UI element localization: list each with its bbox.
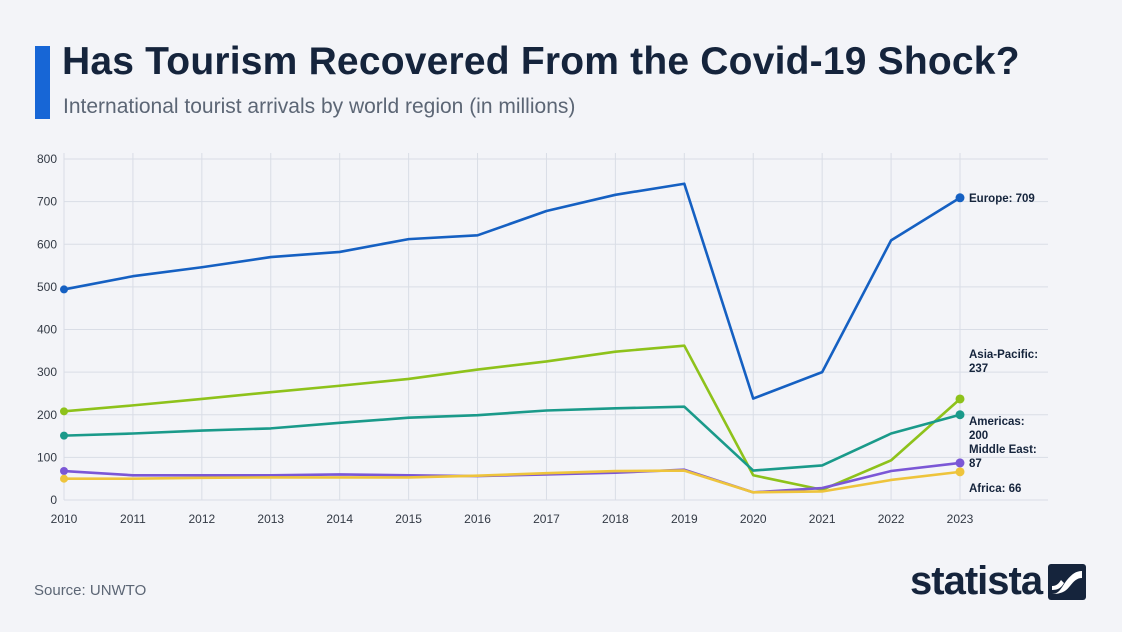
statista-logo[interactable]: statista [910, 559, 1087, 604]
chart-subtitle: International tourist arrivals by world … [63, 95, 576, 118]
end-label-line: Asia-Pacific: [969, 349, 1038, 361]
x-tick-label: 2019 [671, 512, 698, 526]
series-end-point-americas [955, 410, 965, 420]
series-line-africa [62, 469, 962, 494]
end-label-line: Middle East: [969, 444, 1037, 456]
end-label-europe: Europe: 709 [969, 193, 1035, 205]
series-start-point-americas [60, 431, 68, 440]
series-start-point-europe [60, 285, 68, 294]
series-end-point-asia-pacific [955, 394, 965, 404]
end-label-line: Europe: 709 [969, 193, 1035, 205]
series-end-point-middle-east [955, 458, 965, 468]
statista-wordmark: statista [910, 559, 1043, 603]
series-layer [60, 182, 965, 494]
x-tick-label: 2013 [257, 512, 284, 526]
y-tick-label: 100 [37, 450, 57, 464]
x-tick-label: 2016 [464, 512, 491, 526]
end-label-americas: Americas: 200 [969, 416, 1025, 442]
statista-logo-icon [1048, 563, 1087, 600]
y-tick-label: 600 [37, 237, 57, 251]
x-tick-label: 2011 [120, 512, 146, 526]
x-tick-label: 2018 [602, 512, 629, 526]
end-label-line: Americas: [969, 416, 1025, 428]
x-tick-label: 2017 [533, 512, 560, 526]
x-tick-label: 2014 [326, 512, 353, 526]
x-tick-label: 2023 [947, 512, 974, 526]
end-label-line: Africa: 66 [969, 483, 1021, 495]
title-accent-bar [35, 46, 50, 119]
series-start-point-middle-east [60, 467, 68, 476]
end-label-middle-east: Middle East: 87 [969, 444, 1037, 470]
end-label-asia-pacific: Asia-Pacific: 237 [969, 349, 1038, 375]
y-tick-label: 700 [37, 195, 57, 209]
x-tick-label: 2020 [740, 512, 767, 526]
x-tick-label: 2010 [51, 512, 78, 526]
series-start-point-africa [60, 474, 68, 483]
y-tick-label: 200 [37, 408, 57, 422]
series-start-point-asia-pacific [60, 407, 68, 416]
y-tick-label: 300 [37, 365, 57, 379]
end-label-line: 200 [969, 430, 988, 442]
x-tick-label: 2022 [878, 512, 905, 526]
series-end-point-europe [955, 193, 965, 203]
axis-layer: 0 100 200 300 400 500 600 700 800 2010 2011 2012 201… [37, 152, 974, 526]
y-tick-label: 400 [37, 323, 57, 337]
end-label-line: 237 [969, 363, 988, 375]
x-tick-label: 2015 [395, 512, 422, 526]
x-tick-label: 2021 [809, 512, 836, 526]
series-line-americas [62, 405, 962, 472]
y-tick-label: 500 [37, 280, 57, 294]
x-tick-label: 2012 [188, 512, 215, 526]
series-line-europe [62, 182, 962, 400]
y-tick-label: 0 [50, 493, 57, 507]
source-note: Source: UNWTO [34, 582, 147, 599]
series-line-asia-pacific [62, 344, 962, 492]
end-label-layer: Europe: 709 Asia-Pacific: 237 Americas: 200 M… [969, 193, 1038, 495]
y-tick-label: 800 [37, 152, 57, 166]
series-end-point-africa [955, 467, 965, 477]
chart-title: Has Tourism Recovered From the Covid-19 … [62, 40, 1020, 83]
grid-layer [63, 153, 1048, 501]
end-label-africa: Africa: 66 [969, 483, 1021, 495]
end-label-line: 87 [969, 458, 982, 470]
